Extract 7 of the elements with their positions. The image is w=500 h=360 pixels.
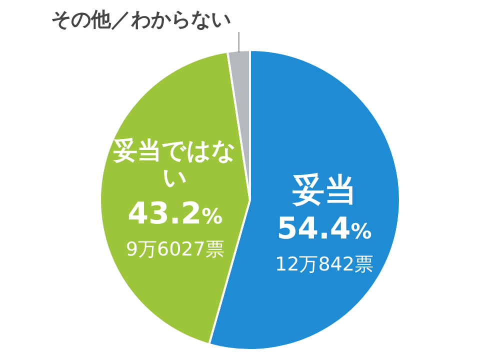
data-label: 54.4% — [276, 211, 372, 246]
data-label: 43.2% — [128, 196, 223, 232]
slice-label: 妥当ではない — [112, 136, 237, 192]
slice-label: その他／わからない — [50, 7, 231, 31]
text: 9万6027票 — [126, 238, 224, 260]
text: 12万842票 — [275, 253, 374, 276]
slice-label: 妥当 — [291, 170, 356, 208]
